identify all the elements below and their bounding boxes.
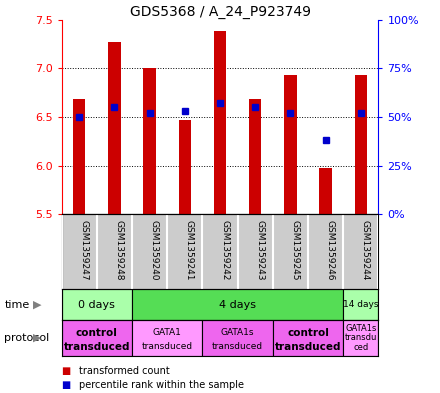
Bar: [132, 320, 202, 356]
Text: GATA1: GATA1: [153, 328, 182, 337]
Bar: [132, 289, 343, 320]
Text: transduced: transduced: [142, 342, 193, 351]
Text: GSM1359248: GSM1359248: [114, 220, 123, 281]
Bar: [284, 75, 297, 214]
Text: GSM1359246: GSM1359246: [326, 220, 334, 281]
Text: 14 days: 14 days: [343, 300, 378, 309]
Bar: [214, 31, 226, 214]
Text: transformed count: transformed count: [79, 366, 170, 376]
Text: GATA1s: GATA1s: [345, 323, 377, 332]
Text: GSM1359240: GSM1359240: [150, 220, 158, 281]
Text: percentile rank within the sample: percentile rank within the sample: [79, 380, 244, 390]
Text: 4 days: 4 days: [219, 299, 256, 310]
Text: ▶: ▶: [33, 299, 42, 310]
Bar: [343, 320, 378, 356]
Text: ■: ■: [62, 366, 71, 376]
Bar: [62, 320, 132, 356]
Text: GSM1359245: GSM1359245: [290, 220, 299, 281]
Bar: [108, 42, 121, 214]
Bar: [179, 120, 191, 214]
Bar: [202, 320, 273, 356]
Title: GDS5368 / A_24_P923749: GDS5368 / A_24_P923749: [129, 5, 311, 18]
Text: 0 days: 0 days: [78, 299, 115, 310]
Text: GATA1s: GATA1s: [221, 328, 254, 337]
Text: GSM1359243: GSM1359243: [255, 220, 264, 281]
Text: GSM1359242: GSM1359242: [220, 220, 229, 281]
Text: GSM1359247: GSM1359247: [79, 220, 88, 281]
Text: ■: ■: [62, 380, 71, 390]
Bar: [249, 99, 261, 214]
Bar: [73, 99, 85, 214]
Bar: [143, 68, 156, 214]
Text: transduced: transduced: [275, 342, 341, 352]
Text: transduced: transduced: [63, 342, 130, 352]
Text: ▶: ▶: [33, 333, 42, 343]
Bar: [62, 289, 132, 320]
Bar: [319, 169, 332, 214]
Bar: [355, 75, 367, 214]
Text: control: control: [76, 328, 118, 338]
Text: control: control: [287, 328, 329, 338]
Text: GSM1359244: GSM1359244: [361, 220, 370, 281]
Text: ced: ced: [353, 343, 368, 353]
Text: transdu: transdu: [345, 334, 377, 342]
Text: GSM1359241: GSM1359241: [185, 220, 194, 281]
Text: protocol: protocol: [4, 333, 50, 343]
Bar: [273, 320, 343, 356]
Bar: [343, 289, 378, 320]
Text: transduced: transduced: [212, 342, 263, 351]
Text: time: time: [4, 299, 29, 310]
